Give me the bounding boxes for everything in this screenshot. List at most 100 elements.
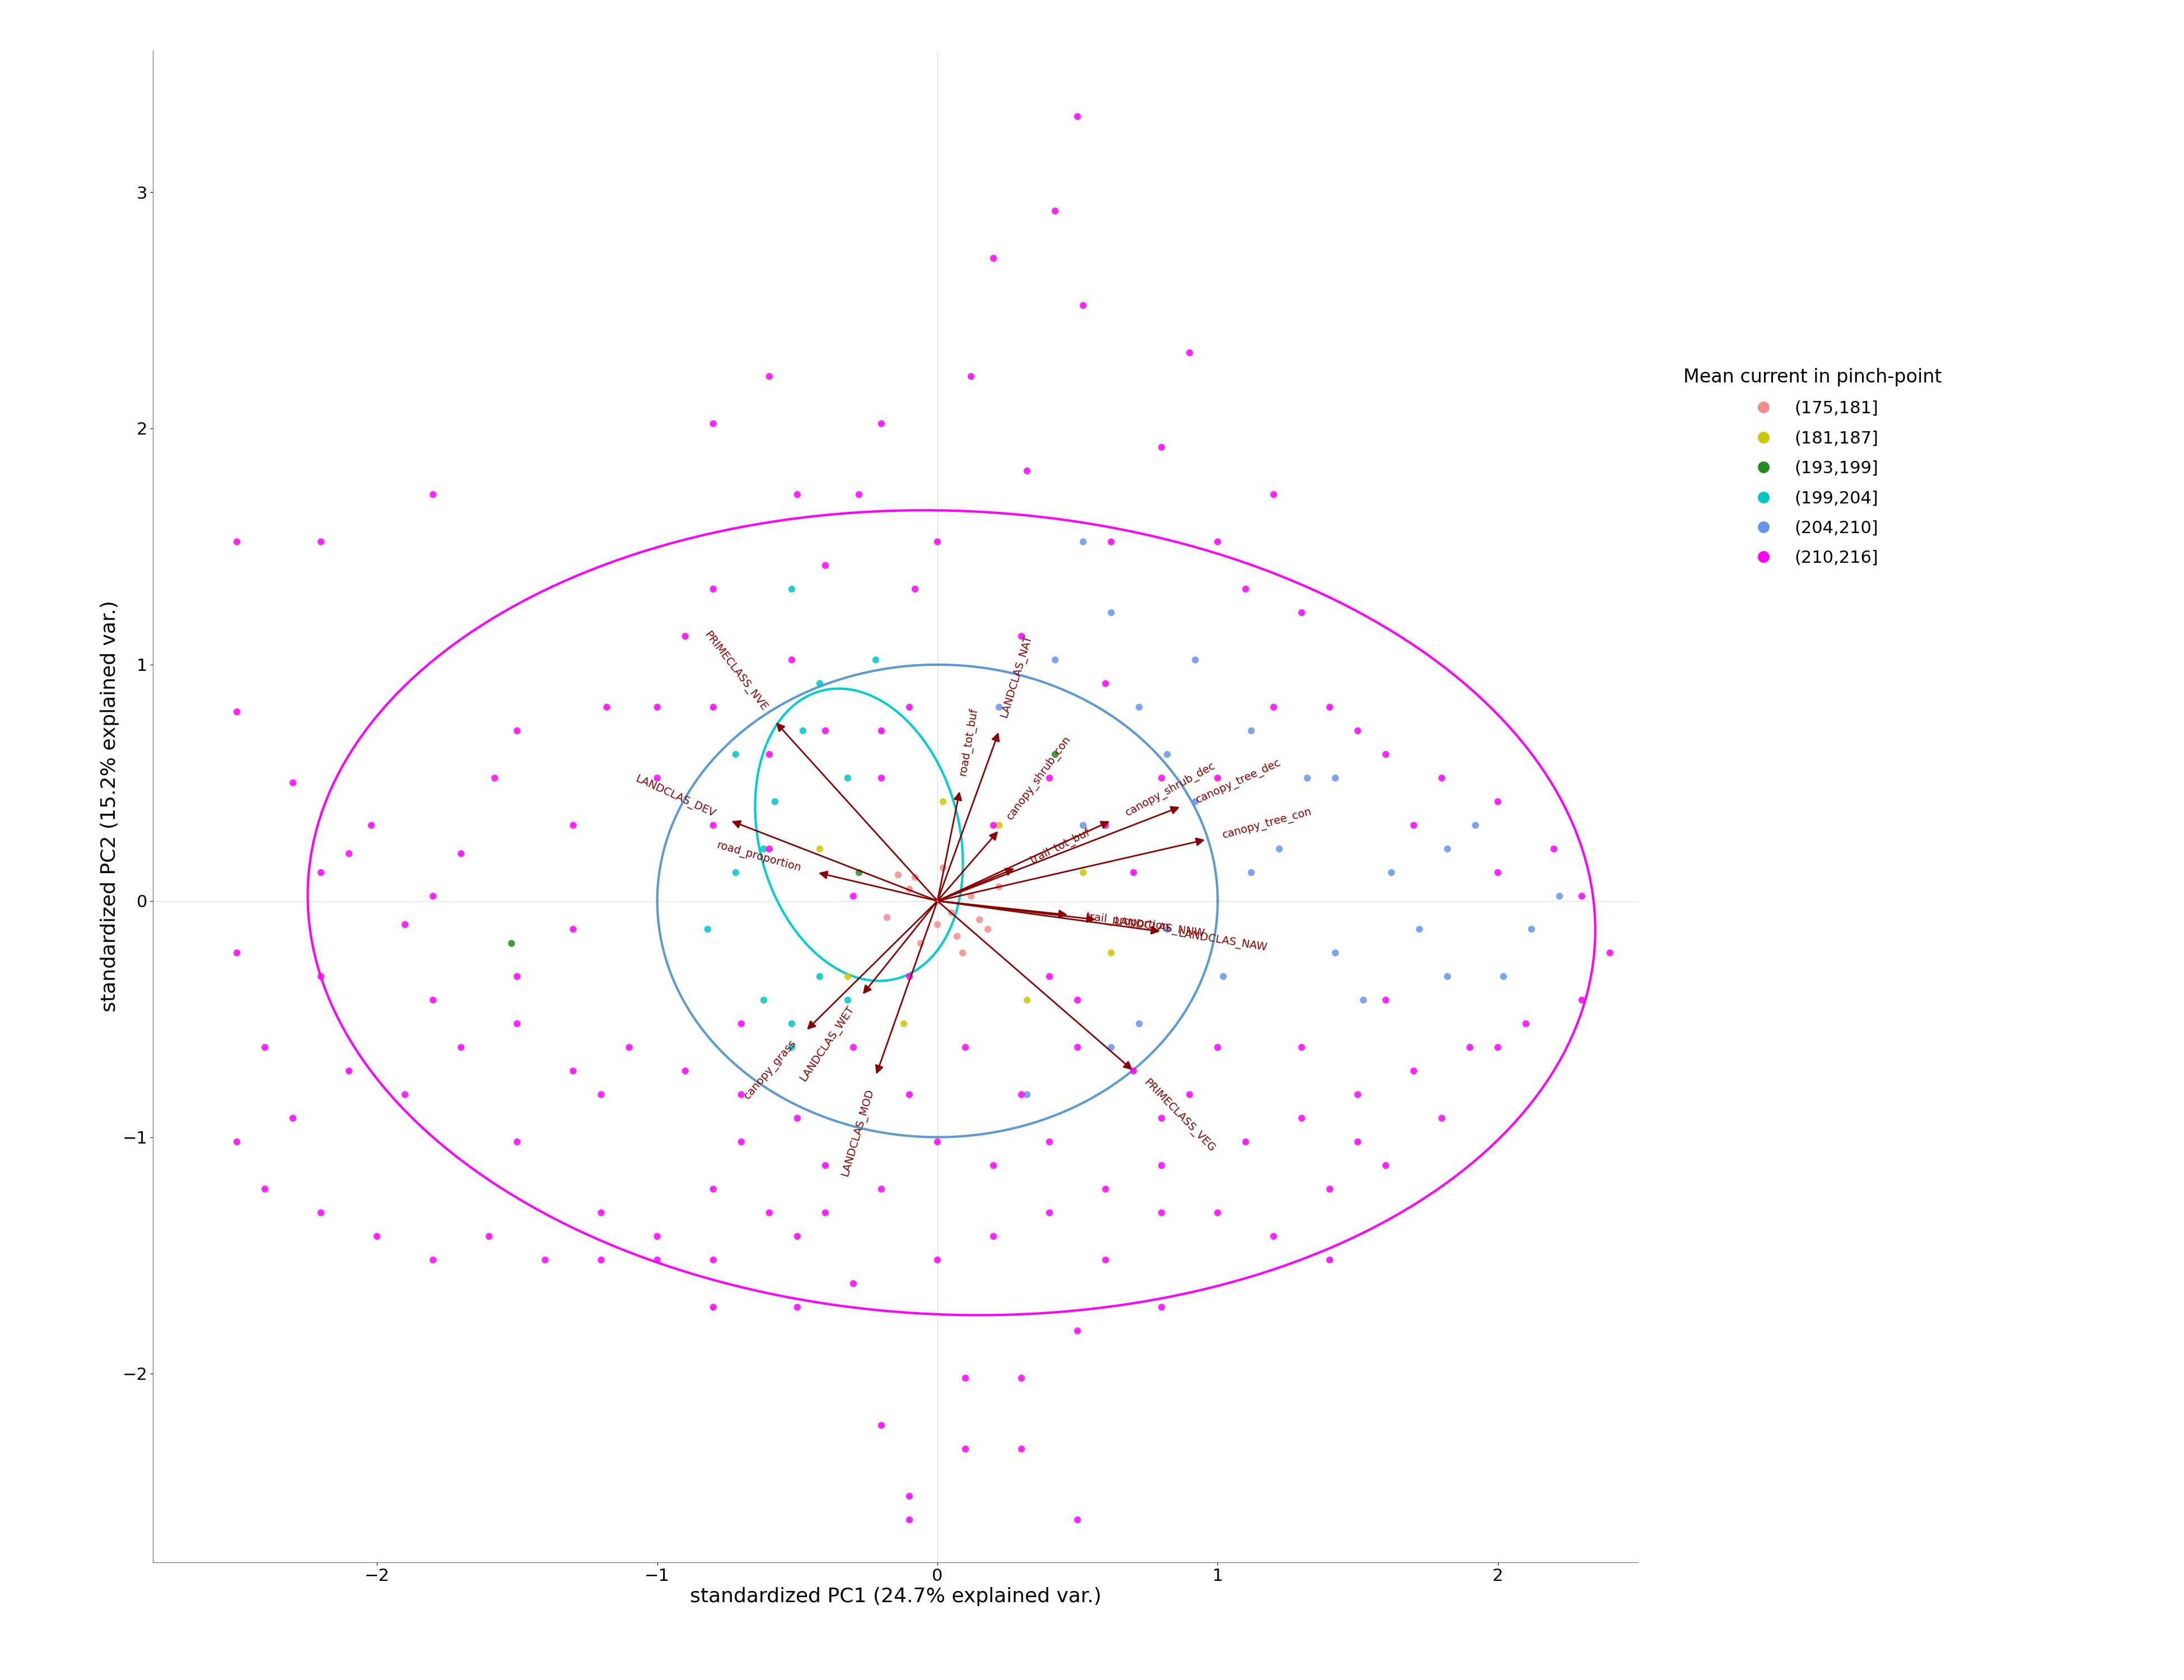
Point	[1009, 1082, 1044, 1109]
Point	[775, 1033, 810, 1060]
Point	[1317, 764, 1352, 791]
Point	[443, 840, 478, 867]
Point	[1341, 717, 1376, 744]
Point	[640, 764, 675, 791]
Point	[555, 811, 590, 838]
Point	[1431, 835, 1465, 862]
Point	[1284, 1105, 1319, 1132]
Point	[697, 694, 732, 721]
Point	[841, 480, 876, 507]
Point	[836, 1270, 871, 1297]
Point	[1144, 764, 1179, 791]
Point	[387, 1082, 422, 1109]
Point	[808, 1152, 843, 1179]
Point	[1542, 882, 1577, 909]
Point	[640, 694, 675, 721]
Point	[1009, 986, 1044, 1013]
Point	[1037, 647, 1072, 674]
Point	[948, 1364, 983, 1391]
Point	[1033, 764, 1068, 791]
Point	[751, 835, 786, 862]
Point	[1059, 102, 1094, 129]
Point	[1424, 1105, 1459, 1132]
Point	[1066, 811, 1101, 838]
Point	[1256, 1223, 1291, 1250]
Point	[926, 788, 961, 815]
Point	[1227, 576, 1262, 603]
Point	[1201, 764, 1236, 791]
Point	[697, 811, 732, 838]
Point	[976, 811, 1011, 838]
Point	[529, 1247, 563, 1273]
Point	[954, 882, 989, 909]
Text: canopy_tree_dec: canopy_tree_dec	[1195, 756, 1282, 806]
Point	[1116, 1058, 1151, 1085]
Point	[1206, 963, 1241, 990]
Point	[415, 986, 450, 1013]
Point	[919, 911, 954, 937]
Point	[500, 963, 535, 990]
Point	[808, 553, 843, 580]
Point	[1037, 198, 1072, 225]
Point	[697, 576, 732, 603]
Point	[1227, 1129, 1262, 1156]
Point	[836, 1033, 871, 1060]
Point	[415, 480, 450, 507]
Point	[891, 694, 926, 721]
Point	[830, 986, 865, 1013]
Text: canopy_shrub_dec: canopy_shrub_dec	[1123, 759, 1216, 818]
Point	[946, 939, 981, 966]
Point	[1173, 339, 1208, 366]
Point	[880, 862, 915, 889]
Point	[1201, 1200, 1236, 1226]
Point	[1313, 1247, 1348, 1273]
Text: PRIMECLASS_NVE: PRIMECLASS_NVE	[701, 630, 769, 714]
Point	[1094, 939, 1129, 966]
Point	[751, 741, 786, 768]
Point	[555, 916, 590, 942]
Point	[891, 1082, 926, 1109]
Point	[780, 1223, 815, 1250]
Point	[1033, 1554, 1068, 1581]
Point	[697, 410, 732, 437]
Point	[612, 1033, 646, 1060]
Point	[1481, 858, 1516, 885]
Text: LANDCLAS_WET: LANDCLAS_WET	[799, 1005, 856, 1084]
Point	[494, 931, 529, 958]
Point	[415, 882, 450, 909]
Point	[1144, 1152, 1179, 1179]
Text: road_proportion: road_proportion	[714, 840, 802, 874]
Point	[1481, 1033, 1516, 1060]
Point	[247, 1033, 282, 1060]
Point	[697, 1247, 732, 1273]
Point	[387, 911, 422, 937]
Point	[830, 963, 865, 990]
Point	[1177, 647, 1212, 674]
Point	[1345, 986, 1380, 1013]
Point	[780, 480, 815, 507]
Point	[218, 1129, 253, 1156]
Point	[1144, 433, 1179, 460]
Point	[751, 363, 786, 390]
Point	[919, 528, 954, 554]
Point	[1177, 788, 1212, 815]
Point	[961, 906, 996, 932]
Point	[981, 874, 1016, 900]
Point	[1284, 600, 1319, 627]
Point	[865, 1411, 900, 1438]
Point	[275, 769, 310, 796]
Point	[981, 811, 1016, 838]
Point	[500, 1129, 535, 1156]
Point	[830, 764, 865, 791]
Point	[415, 1247, 450, 1273]
Point	[802, 963, 836, 990]
Point	[590, 694, 625, 721]
Point	[970, 916, 1005, 942]
Point	[668, 1058, 703, 1085]
Point	[1592, 939, 1627, 966]
Text: canopy_shrub_con: canopy_shrub_con	[1005, 734, 1072, 822]
Point	[887, 1010, 922, 1037]
Point	[583, 1247, 618, 1273]
Point	[1431, 963, 1465, 990]
Point	[1201, 1033, 1236, 1060]
